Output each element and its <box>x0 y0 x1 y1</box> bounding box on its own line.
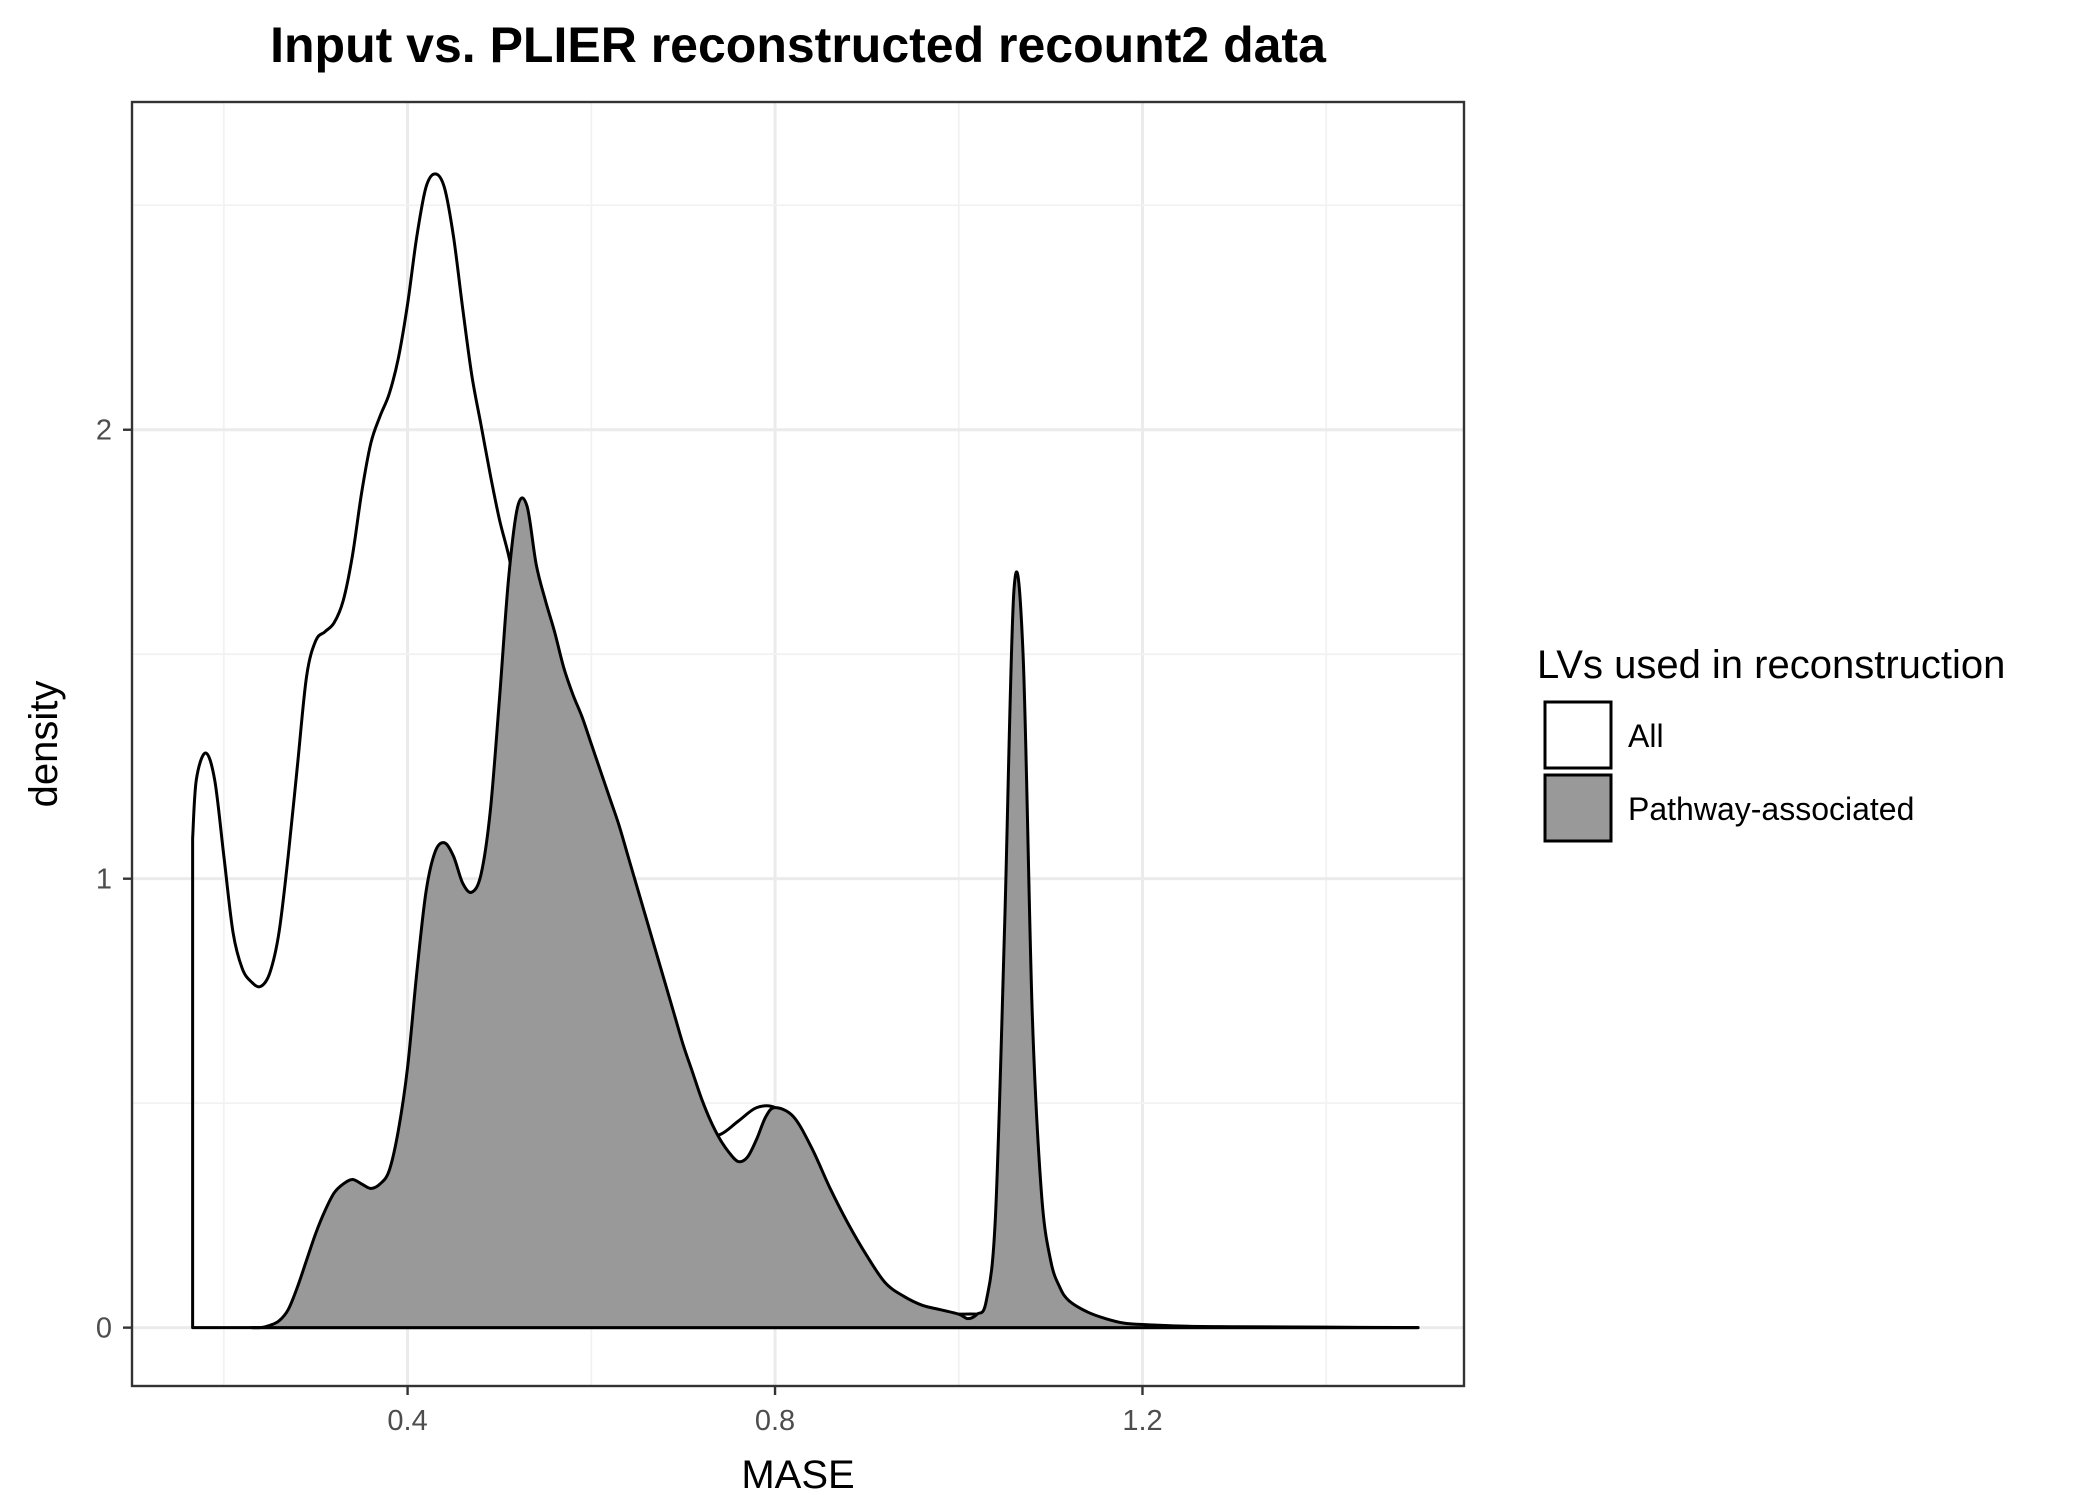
legend-label: Pathway-associated <box>1628 791 1914 827</box>
legend-title: LVs used in reconstruction <box>1537 643 2005 687</box>
x-axis-title: MASE <box>741 1453 854 1497</box>
legend: LVs used in reconstruction All Pathway-as… <box>1537 643 2005 843</box>
density-area-pathway-associated <box>249 496 1420 1330</box>
density-areas <box>191 172 1420 1330</box>
legend-key-pathway-associated <box>1543 773 1613 843</box>
grid-lines <box>132 102 1464 1386</box>
y-tick-label: 1 <box>96 864 112 896</box>
y-tick-label: 0 <box>96 1313 112 1345</box>
x-tick-label: 0.8 <box>755 1405 795 1437</box>
legend-key-all <box>1543 700 1613 770</box>
chart-title: Input vs. PLIER reconstructed recount2 d… <box>270 17 1327 73</box>
x-axis: 0.4 0.8 1.2 <box>387 1386 1163 1437</box>
x-tick-label: 0.4 <box>387 1405 427 1437</box>
y-tick-label: 2 <box>96 415 112 447</box>
legend-label: All <box>1628 718 1664 754</box>
x-tick-label: 1.2 <box>1122 1405 1162 1437</box>
y-axis-title: density <box>22 681 66 808</box>
y-axis: 0 1 2 <box>96 415 132 1345</box>
plot-panel-border <box>130 100 1466 1388</box>
